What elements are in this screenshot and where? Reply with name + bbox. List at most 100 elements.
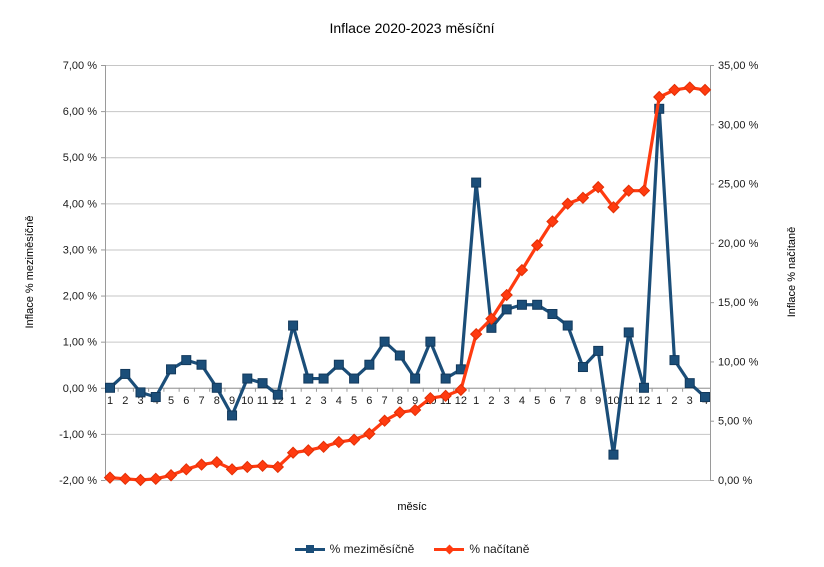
data-point-marker <box>164 469 178 482</box>
data-point-marker <box>562 320 573 331</box>
svg-text:15,00 %: 15,00 % <box>718 297 759 309</box>
svg-text:12: 12 <box>455 395 467 407</box>
svg-text:1: 1 <box>656 395 662 407</box>
data-point-marker <box>637 184 651 197</box>
series-nacitane <box>103 81 712 487</box>
data-point-marker <box>241 460 254 474</box>
svg-text:1,00 %: 1,00 % <box>63 337 97 349</box>
svg-text:10: 10 <box>607 395 619 407</box>
data-point-marker <box>439 389 452 403</box>
svg-text:5,00 %: 5,00 % <box>718 416 752 428</box>
svg-text:7: 7 <box>198 395 204 407</box>
data-point-marker <box>120 368 131 379</box>
data-point-marker <box>150 392 161 402</box>
left-axis-labels: 7,00 % 6,00 % 5,00 % 4,00 % 3,00 % 2,00 % 1,00… <box>59 60 105 487</box>
data-point-marker <box>638 382 649 393</box>
data-point-marker <box>653 90 666 104</box>
svg-text:11: 11 <box>623 395 634 407</box>
data-point-marker <box>425 336 436 347</box>
svg-text:9: 9 <box>412 395 418 407</box>
svg-text:8: 8 <box>214 395 220 407</box>
data-point-marker <box>471 177 482 188</box>
data-point-marker <box>622 184 635 197</box>
data-point-marker <box>272 389 283 400</box>
data-point-marker <box>408 403 422 417</box>
data-point-marker <box>103 471 117 484</box>
legend: % meziměsíčně % načítaně <box>0 539 824 559</box>
svg-text:35,00 %: 35,00 % <box>718 60 759 72</box>
data-point-marker <box>196 359 207 370</box>
data-point-marker <box>532 299 543 310</box>
legend-swatch-line-square <box>294 543 325 555</box>
data-point-marker <box>378 414 391 427</box>
data-point-marker <box>440 373 451 384</box>
data-point-marker <box>195 458 208 471</box>
data-point-marker <box>393 406 407 419</box>
legend-label: % načítaně <box>469 542 530 556</box>
data-point-marker <box>379 336 390 347</box>
svg-text:-1,00 %: -1,00 % <box>59 429 97 441</box>
data-point-marker <box>303 373 314 384</box>
svg-text:7: 7 <box>382 395 388 407</box>
data-point-marker <box>256 459 269 472</box>
svg-text:30,00 %: 30,00 % <box>718 119 759 131</box>
data-point-marker <box>530 239 544 252</box>
svg-text:5: 5 <box>168 395 174 407</box>
data-point-marker <box>227 410 238 421</box>
data-point-marker <box>593 345 604 356</box>
data-point-marker <box>485 312 498 325</box>
svg-text:2: 2 <box>122 395 128 407</box>
svg-text:3,00 %: 3,00 % <box>63 244 97 256</box>
svg-text:5: 5 <box>534 395 540 407</box>
data-point-marker <box>349 373 360 384</box>
svg-text:12: 12 <box>638 395 650 407</box>
data-point-marker <box>134 473 147 487</box>
data-point-marker <box>317 440 330 454</box>
svg-text:25,00 %: 25,00 % <box>718 179 759 191</box>
data-point-marker <box>700 392 710 402</box>
data-point-marker <box>683 81 696 94</box>
data-point-marker <box>105 382 115 393</box>
data-point-marker <box>166 364 177 375</box>
data-point-marker <box>577 362 588 373</box>
data-point-marker <box>286 446 300 459</box>
data-point-marker <box>347 433 361 446</box>
data-point-marker <box>394 350 405 361</box>
data-point-marker <box>180 463 193 476</box>
data-point-marker <box>332 435 346 449</box>
chart-title: Inflace 2020-2023 měsíční <box>329 20 495 36</box>
data-point-marker <box>363 427 376 440</box>
svg-text:-2,00 %: -2,00 % <box>59 475 97 487</box>
svg-text:5,00 %: 5,00 % <box>63 152 97 164</box>
svg-text:3: 3 <box>504 395 510 407</box>
data-point-marker <box>668 83 681 97</box>
legend-label: % meziměsíčně <box>329 542 415 556</box>
svg-text:0,00 %: 0,00 % <box>718 475 752 487</box>
data-point-marker <box>591 180 605 194</box>
svg-text:7: 7 <box>565 395 571 407</box>
legend-item-mezimesicne: % meziměsíčně <box>294 542 415 556</box>
data-point-marker <box>149 472 162 486</box>
data-point-marker <box>684 378 695 389</box>
svg-text:9: 9 <box>595 395 601 407</box>
svg-text:2: 2 <box>305 395 311 407</box>
data-point-marker <box>547 309 558 319</box>
data-point-marker <box>364 359 375 370</box>
data-point-marker <box>333 359 344 370</box>
svg-text:9: 9 <box>229 395 235 407</box>
data-point-marker <box>119 472 132 486</box>
data-point-marker <box>546 215 559 228</box>
data-point-marker <box>410 373 421 384</box>
svg-text:1: 1 <box>107 395 113 407</box>
data-point-marker <box>242 373 253 384</box>
svg-text:6: 6 <box>549 395 555 407</box>
data-point-marker <box>302 444 315 457</box>
data-point-marker <box>501 304 512 315</box>
data-point-marker <box>318 373 329 384</box>
data-point-marker <box>515 263 529 277</box>
svg-text:6,00 %: 6,00 % <box>63 106 97 118</box>
data-point-marker <box>698 83 712 97</box>
svg-text:2: 2 <box>488 395 494 407</box>
svg-text:1: 1 <box>473 395 479 407</box>
